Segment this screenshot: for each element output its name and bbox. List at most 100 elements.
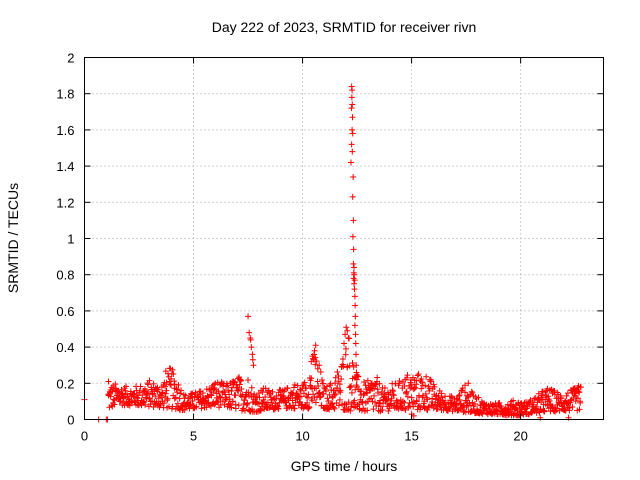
chart-title: Day 222 of 2023, SRMTID for receiver riv… [212,19,477,35]
data-point [208,392,215,399]
data-point [250,362,257,369]
data-point [348,94,355,101]
data-point [352,313,359,320]
data-point [342,331,349,338]
data-point [567,399,574,406]
data-point [424,396,431,403]
data-point [245,376,252,383]
data-point [403,388,410,395]
data-point [546,397,553,404]
data-point [342,345,349,352]
data-point [364,390,371,397]
data-point [349,87,356,94]
data-point [396,378,403,385]
data-point [232,405,239,412]
data-point [297,393,304,400]
data-point [304,399,311,406]
data-point [266,404,273,411]
data-point [248,344,255,351]
data-point [364,407,371,414]
data-point [312,399,319,406]
data-point [381,390,388,397]
data-point [469,389,476,396]
data-point [170,370,177,377]
data-point [326,406,333,413]
data-point [404,372,411,379]
data-point [321,384,328,391]
data-point [347,159,354,166]
data-point [105,378,112,385]
data-point [308,358,315,365]
data-point [320,391,327,398]
data-point [345,335,352,342]
data-point [352,340,359,347]
data-point [351,397,358,404]
data-point [319,377,326,384]
data-point [142,401,149,408]
data-point [312,361,319,368]
data-point [139,392,146,399]
data-point [411,385,418,392]
data-point [438,394,445,401]
data-point [226,396,233,403]
data-point [349,233,356,240]
data-point [162,383,169,390]
y-axis-label: SRMTID / TECUs [5,183,21,293]
data-point [232,392,239,399]
data-point [189,397,196,404]
data-point [343,324,350,331]
data-point [549,404,556,411]
data-point [372,381,379,388]
data-point [214,399,221,406]
data-point [150,380,157,387]
data-point [496,399,503,406]
data-point [256,394,263,401]
data-point [221,401,228,408]
data-point [559,403,566,410]
x-tick-label: 0 [81,429,88,444]
data-point [336,396,343,403]
data-point [122,387,129,394]
y-tick-label: 1.2 [56,195,74,210]
data-point [301,379,308,386]
data-point [393,397,400,404]
data-point [537,406,544,413]
data-point [435,392,442,399]
x-tick-label: 15 [404,429,418,444]
data-point [370,406,377,413]
data-point [246,329,253,336]
data-point [462,382,469,389]
data-point [257,407,264,414]
y-tick-label: 0.6 [56,304,74,319]
x-tick-label: 20 [513,429,527,444]
data-point [376,400,383,407]
data-point [349,101,356,108]
data-point [249,351,256,358]
data-point [383,396,390,403]
data-point [349,375,356,382]
data-point [229,398,236,405]
data-point [462,389,469,396]
data-point [368,395,375,402]
data-point [317,393,324,400]
data-point [354,383,361,390]
data-point [428,378,435,385]
data-point [418,385,425,392]
data-point [325,405,332,412]
data-point [352,331,359,338]
data-point [575,388,582,395]
data-point [238,386,245,393]
data-point [125,395,132,402]
data-point [418,376,425,383]
data-point [247,336,254,343]
data-point [350,173,357,180]
data-point [401,405,408,412]
data-point [171,381,178,388]
data-point [335,402,342,409]
data-point [455,392,462,399]
data-point [352,351,359,358]
data-point [351,286,358,293]
data-point [161,400,168,407]
data-point [413,398,420,405]
data-point [303,385,310,392]
